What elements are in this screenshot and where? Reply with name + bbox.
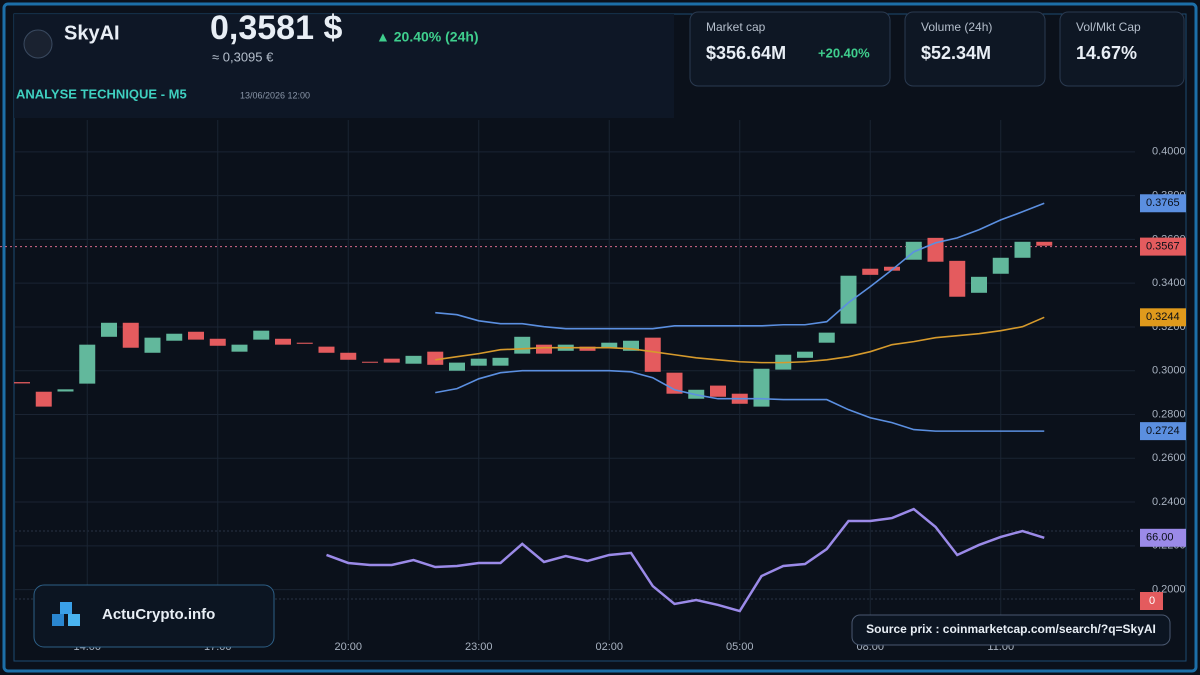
candle [253,330,270,340]
candle [14,382,30,384]
candle [275,338,291,345]
plot: 0.40000.38000.36000.34000.32000.30000.28… [0,120,1186,653]
candle [427,351,444,365]
candle [1036,241,1053,246]
candle [122,322,139,348]
x-tick-label: 23:00 [465,641,493,653]
candle [101,322,117,337]
section-title: ANALYSE TECHNIQUE - M5 [16,86,187,101]
stat-label: Vol/Mkt Cap [1076,20,1141,34]
candle [514,336,531,354]
candle [340,352,357,360]
price-label: 0.3567 [1146,241,1180,253]
brand-name: ActuCrypto.info [102,606,215,623]
candle [579,346,596,351]
price-change: ▲ 20.40% (24h) [376,29,479,45]
candle [231,344,248,352]
candle [405,355,422,364]
price-label: 0.3765 [1146,197,1180,209]
volume-label-box [1140,592,1163,610]
price-eur: ≈ 0,3095 € [212,49,274,64]
coin-name: SkyAI [64,22,120,44]
stat-label: Volume (24h) [921,20,992,34]
price-label-box [1140,237,1186,256]
candle [840,275,857,324]
price: 0,3581 $ [210,9,342,47]
source: Source prix : coinmarketcap.com/search/?… [866,622,1156,636]
y-tick-label: 0.2800 [1152,408,1186,420]
y-tick-label: 0.2400 [1152,496,1186,508]
candle [818,332,835,343]
candle [492,357,509,366]
header-panel [14,14,674,118]
candle [862,268,879,275]
band-line [435,316,1045,364]
stat-card [689,11,891,87]
candle [449,362,465,371]
candle [971,276,987,293]
candle [623,340,639,351]
candle [797,351,813,358]
stat-label: Market cap [706,20,766,34]
x-tick-label: 02:00 [595,641,623,653]
candle [188,331,204,340]
price-label-box [1140,528,1186,547]
price-label: 0.2724 [1146,425,1180,437]
logo [23,29,53,59]
candle [884,266,900,271]
candle [209,338,226,346]
candle [296,342,313,344]
candle [35,391,52,407]
brand-box [33,584,275,648]
candle [753,368,770,407]
candle [1014,241,1031,258]
y-tick-label: 0.3000 [1152,365,1186,377]
candle [166,333,183,341]
candle [710,385,726,397]
stat-card [904,11,1046,87]
candle [644,337,661,372]
candle [318,346,335,353]
stat-change: +20.40% [818,45,870,60]
candle [362,361,378,363]
candle [383,358,400,363]
candle [79,344,96,384]
candle [949,260,966,297]
y-tick-label: 0.2600 [1152,452,1186,464]
x-tick-label: 20:00 [334,641,362,653]
rsi-line [326,507,1045,613]
candle [470,358,487,366]
price-label-box [1140,194,1186,213]
brand-logo [52,602,80,626]
price-label: 66.00 [1146,532,1174,544]
stat-value: 14.67% [1076,43,1137,63]
volume-label: 0 [1149,595,1155,607]
stat-value: $52.34M [921,43,991,63]
candle [992,257,1009,274]
candle [536,344,552,354]
price-label: 0.3244 [1146,311,1180,323]
stat-value: $356.64M [706,43,786,63]
x-tick-label: 05:00 [726,641,754,653]
candle [601,342,618,348]
price-label-box [1140,308,1186,327]
y-tick-label: 0.4000 [1152,146,1186,158]
stat-card [1059,11,1185,87]
band-line [435,369,1045,432]
y-tick-label: 0.3400 [1152,277,1186,289]
date: 13/06/2026 12:00 [240,90,310,100]
band-line [435,202,1045,330]
candle [144,337,161,353]
source-box [851,614,1171,646]
candle [57,389,74,392]
price-label-box [1140,422,1186,441]
